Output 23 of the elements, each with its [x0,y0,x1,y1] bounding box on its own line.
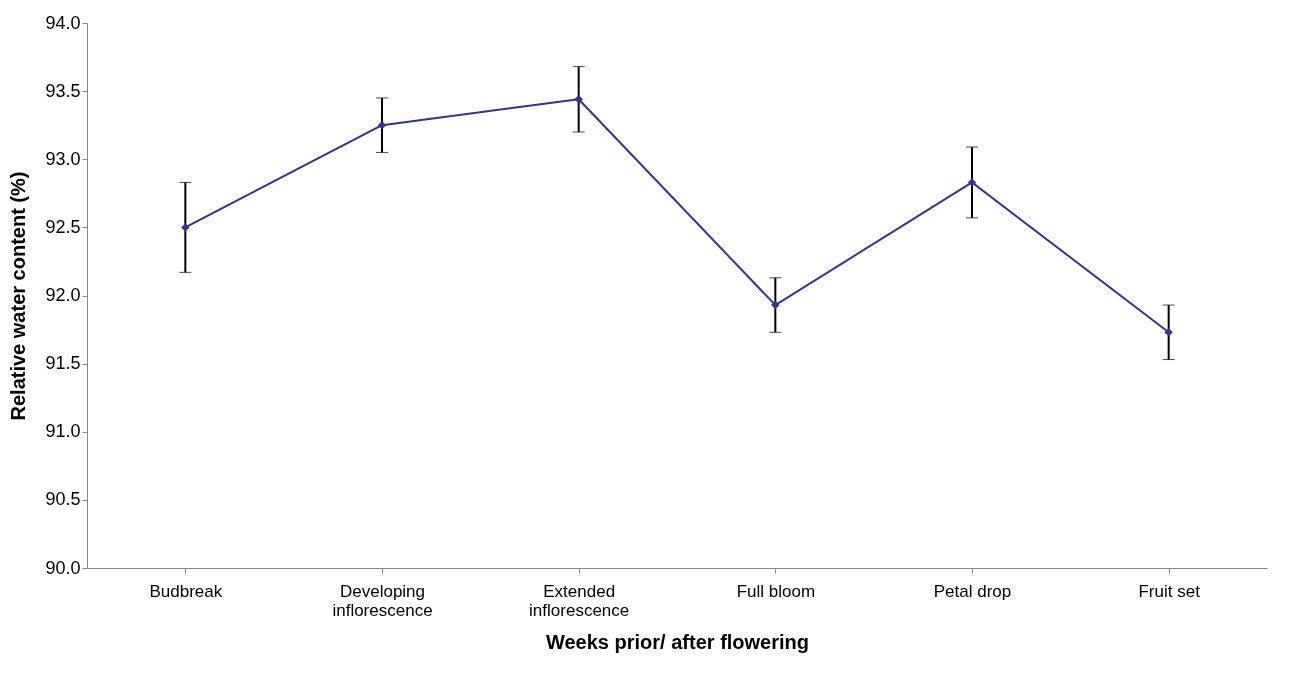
point [181,223,190,232]
x-tick-label: Extended inflorescence [529,581,630,620]
y-axis-title: Relative water content (%) [7,171,30,421]
y-tick-label: 92.5 [45,216,81,237]
y-tick-label: 90.5 [45,489,81,510]
point [574,95,583,104]
y-tick-label: 90.0 [45,557,81,578]
y-tick-label: 91.5 [45,353,81,374]
x-axis-title: Weeks prior/ after flowering [545,630,810,653]
point [771,300,780,310]
x-tick-label: Fruit set [1138,581,1201,601]
point [1164,328,1173,337]
x-tick-label: Petal drop [933,581,1012,601]
y-tick-label: 94.0 [45,12,81,33]
y-tick-label: 93.0 [45,148,81,169]
point [377,121,387,130]
y-tick-label: 93.5 [45,80,81,101]
x-tick-label: Full bloom [736,581,816,601]
y-tick-label: 91.0 [45,421,81,442]
y-tick-label: 92.0 [45,285,81,305]
x-tick-label: Budbreak [149,581,223,601]
x-tick-label: Developing inflorescence [332,581,433,620]
point [967,178,977,187]
